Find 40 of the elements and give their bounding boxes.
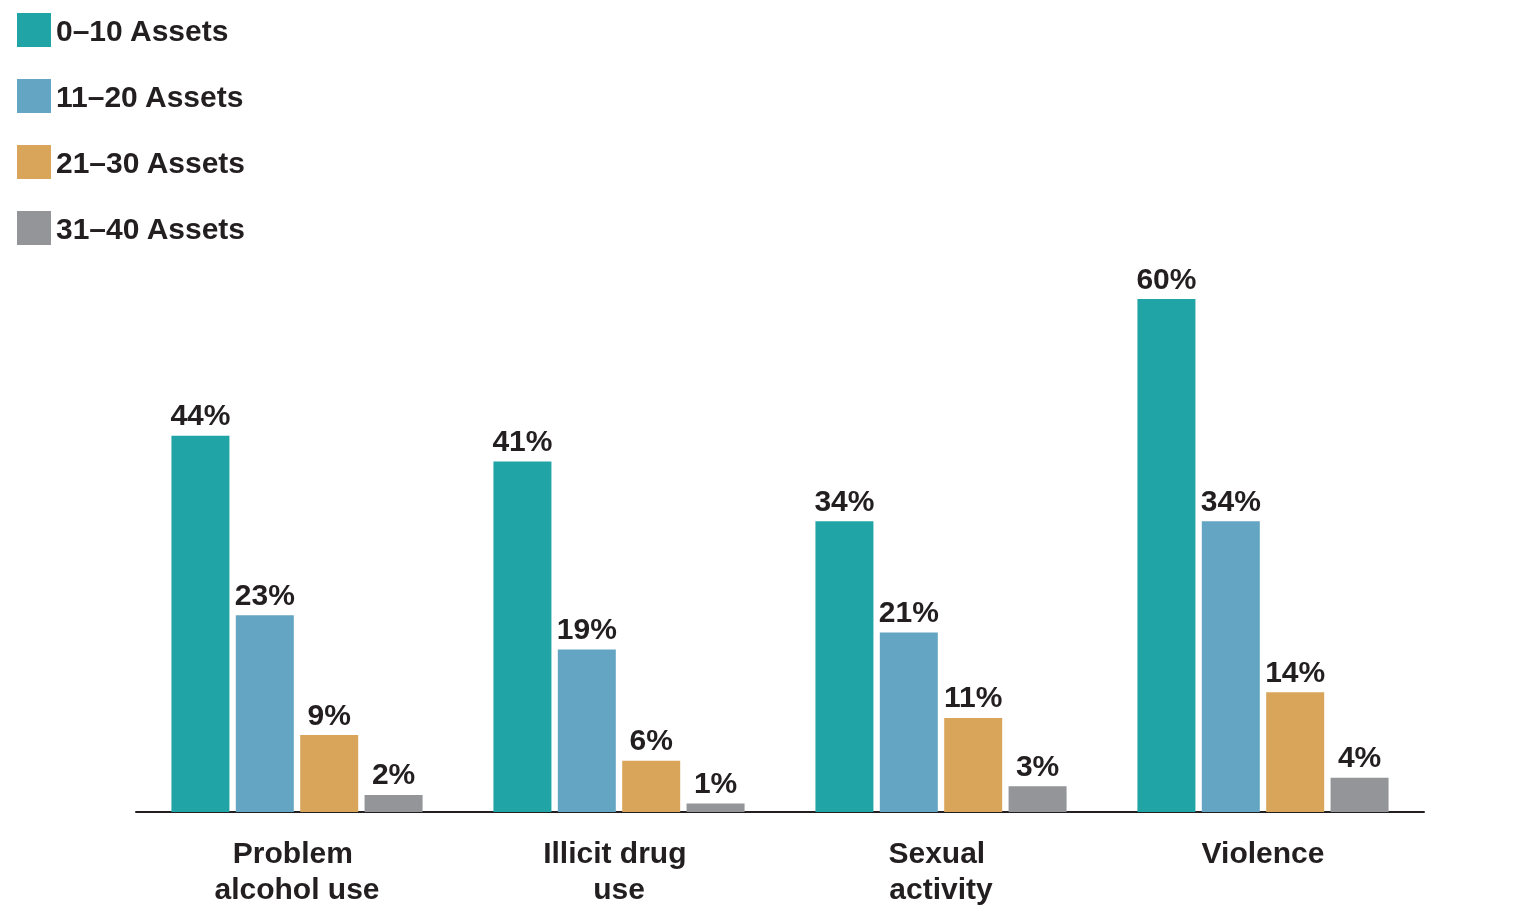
bar — [300, 735, 359, 812]
x-tick-label: Violence — [1201, 835, 1325, 869]
bar — [1266, 692, 1325, 812]
data-label: 34% — [1200, 483, 1261, 517]
data-label: 14% — [1265, 654, 1326, 688]
bar — [171, 435, 230, 812]
legend-label: 21–30 Assets — [56, 145, 246, 179]
legend-label: 31–40 Assets — [56, 211, 246, 245]
x-tick-label: Illicit drug use — [543, 835, 695, 905]
x-tick-label: Problem alcohol use — [214, 835, 380, 905]
data-label: 11% — [943, 680, 1003, 714]
data-label: 41% — [492, 423, 553, 457]
data-label: 21% — [878, 594, 939, 628]
bar — [622, 760, 681, 812]
bar — [815, 521, 874, 812]
data-label: 4% — [1337, 740, 1382, 774]
legend-label: 11–20 Assets — [56, 79, 244, 113]
data-label: 9% — [307, 697, 351, 731]
x-tick-label: Sexual activity — [888, 835, 994, 905]
data-label: 3% — [1015, 748, 1060, 782]
data-label: 2% — [371, 757, 416, 791]
data-label: 23% — [234, 577, 295, 611]
data-label: 34% — [814, 483, 875, 517]
data-label: 60% — [1136, 261, 1197, 295]
bar — [686, 803, 745, 812]
bar — [1201, 521, 1260, 812]
data-label: 1% — [693, 765, 738, 799]
bar — [493, 461, 552, 812]
data-label: 44% — [170, 398, 231, 432]
bar — [879, 632, 938, 812]
bar — [1008, 786, 1067, 812]
bar — [944, 717, 1003, 812]
bar — [1330, 777, 1389, 812]
legend-label: 0–10 Assets — [56, 13, 229, 47]
data-label: 19% — [556, 612, 617, 646]
bar — [364, 794, 423, 812]
bar — [235, 615, 294, 812]
bar — [1137, 299, 1196, 812]
bar — [557, 649, 616, 812]
data-label: 6% — [629, 723, 673, 757]
